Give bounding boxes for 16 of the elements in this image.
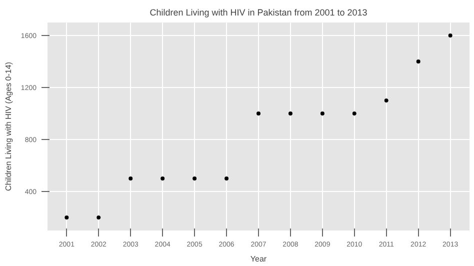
point (128, 176, 133, 180)
x-axis-title: Year (250, 254, 267, 264)
chart-title: Children Living with HIV in Pakistan from 2001 to 2013 (150, 8, 368, 18)
point (64, 216, 69, 220)
point (288, 112, 292, 116)
point (96, 216, 101, 220)
y-axis-title: Children Living with HIV (Ages 0-14) (4, 62, 13, 191)
point (416, 60, 420, 64)
point (192, 176, 197, 180)
point (448, 34, 452, 38)
point (224, 176, 229, 180)
point (384, 98, 388, 102)
point (160, 176, 165, 180)
point (352, 112, 356, 116)
point (320, 112, 324, 116)
point (256, 112, 260, 116)
